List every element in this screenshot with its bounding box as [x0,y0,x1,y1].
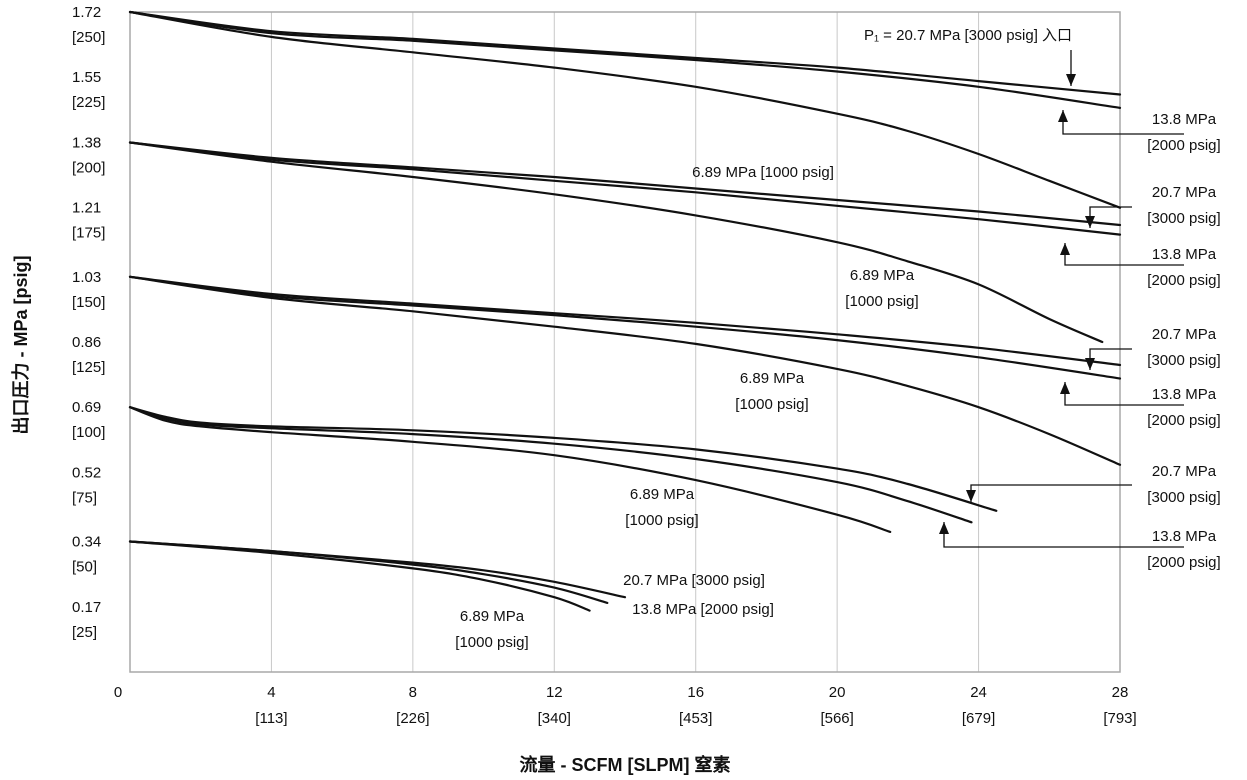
x-tick-label: 12 [546,684,563,701]
y-tick-label: 1.38 [72,134,101,151]
y-tick-label: 1.72 [72,4,101,21]
y-tick-label: 0.17 [72,599,101,616]
y-tick-label: 1.55 [72,69,101,86]
annotation-label: 13.8 MPa [1152,111,1217,128]
series-line [128,406,892,533]
annotation-label: [3000 psig] [1147,489,1220,506]
x-tick-sublabel: [679] [962,710,995,727]
y-axis-title: 出口圧力 - MPa [psig] [10,256,31,435]
annotation-label: 6.89 MPa [740,370,805,387]
x-tick-sublabel: [113] [255,710,287,727]
x-tick-label: 4 [267,684,275,701]
annotation-label: 6.89 MPa [460,608,525,625]
annotation-label: [3000 psig] [1147,210,1220,227]
series-line [128,275,1122,380]
y-tick-sublabel: [25] [72,624,97,641]
x-tick-label: 20 [829,684,846,701]
annotation-label: [1000 psig] [455,634,528,651]
arrowhead [1085,216,1095,228]
arrowhead [1060,382,1070,394]
y-tick-label: 1.03 [72,269,101,286]
annotation-label: [1000 psig] [845,293,918,310]
series-line [128,406,998,512]
series-line [128,141,1122,236]
curves [128,10,1122,612]
x-tick-label: 8 [409,684,417,701]
annotation-label: [2000 psig] [1147,412,1220,429]
annotation-label: [1000 psig] [625,512,698,529]
series-line [128,141,1104,344]
annotation-leader [943,522,1184,548]
annotation-label: 20.7 MPa [1152,463,1217,480]
y-tick-label: 0.34 [72,534,101,551]
series-line [128,540,627,599]
y-tick-sublabel: [225] [72,94,105,111]
annotation-label: [2000 psig] [1147,137,1220,154]
annotation-label: [1000 psig] [735,396,808,413]
x-tick-sublabel: [793] [1103,710,1136,727]
annotation-label: [2000 psig] [1147,554,1220,571]
plot-frame [129,11,1121,673]
series-line [128,275,1122,367]
x-tick-sublabel: [226] [396,710,429,727]
annotation-label: 13.8 MPa [2000 psig] [632,601,774,618]
x-tick-sublabel: [453] [679,710,712,727]
y-tick-label: 0.86 [72,334,101,351]
y-tick-sublabel: [150] [72,294,105,311]
annotation-label: 20.7 MPa [1152,326,1217,343]
y-tick-label: 0.69 [72,399,101,416]
series-line [128,10,1122,209]
arrowhead [1060,243,1070,255]
annotation-label: P₁ = 20.7 MPa [3000 psig] 入口 [864,27,1072,44]
annotation-label: [2000 psig] [1147,272,1220,289]
annotation-label: [3000 psig] [1147,352,1220,369]
y-tick-sublabel: [75] [72,489,97,506]
series-line [128,275,1122,466]
y-tick-sublabel: [125] [72,359,105,376]
arrowhead [1085,358,1095,370]
x-axis-ticks: 0 4 [113] 8 [226] 12 [340] 16 [453] 20 [566] 24 [679… [114,684,1137,727]
arrowhead [939,522,949,534]
y-axis-ticks: 1.72 [250] 1.55 [225] 1.38 [200] 1.21 [175] 1.03… [72,4,105,641]
x-tick-sublabel: [566] [820,710,853,727]
grid [270,12,980,672]
series-line [128,10,1122,109]
y-tick-sublabel: [250] [72,29,105,46]
annotation-label: 20.7 MPa [3000 psig] [623,572,765,589]
x-tick-label: 0 [114,684,122,701]
y-tick-sublabel: [175] [72,225,105,242]
annotation-label: 13.8 MPa [1152,246,1217,263]
y-tick-sublabel: [50] [72,559,97,576]
y-tick-label: 1.21 [72,200,101,217]
annotation-label: 13.8 MPa [1152,528,1217,545]
arrowhead [1066,74,1076,86]
x-tick-label: 28 [1112,684,1129,701]
annotation-label: 20.7 MPa [1152,184,1217,201]
annotation-label: 6.89 MPa [850,267,915,284]
series-line [128,141,1122,227]
series-line [128,540,591,612]
x-tick-sublabel: [340] [538,710,571,727]
x-tick-label: 24 [970,684,987,701]
annotations: P₁ = 20.7 MPa [3000 psig] 入口 13.8 MPa [200… [455,27,1220,651]
x-axis-title: 流量 - SCFM [SLPM] 窒素 [520,754,731,775]
y-tick-sublabel: [200] [72,159,105,176]
series-line [128,540,609,604]
y-tick-sublabel: [100] [72,424,105,441]
series-line [128,406,973,524]
annotation-label: 13.8 MPa [1152,386,1217,403]
arrowhead [966,490,976,502]
annotation-leader [970,484,1132,502]
arrowhead [1058,110,1068,122]
annotation-leader [1089,348,1132,370]
series-line [128,10,1122,96]
y-tick-label: 0.52 [72,464,101,481]
annotation-label: 6.89 MPa [1000 psig] [692,164,834,181]
x-tick-label: 16 [687,684,704,701]
annotation-label: 6.89 MPa [630,486,695,503]
